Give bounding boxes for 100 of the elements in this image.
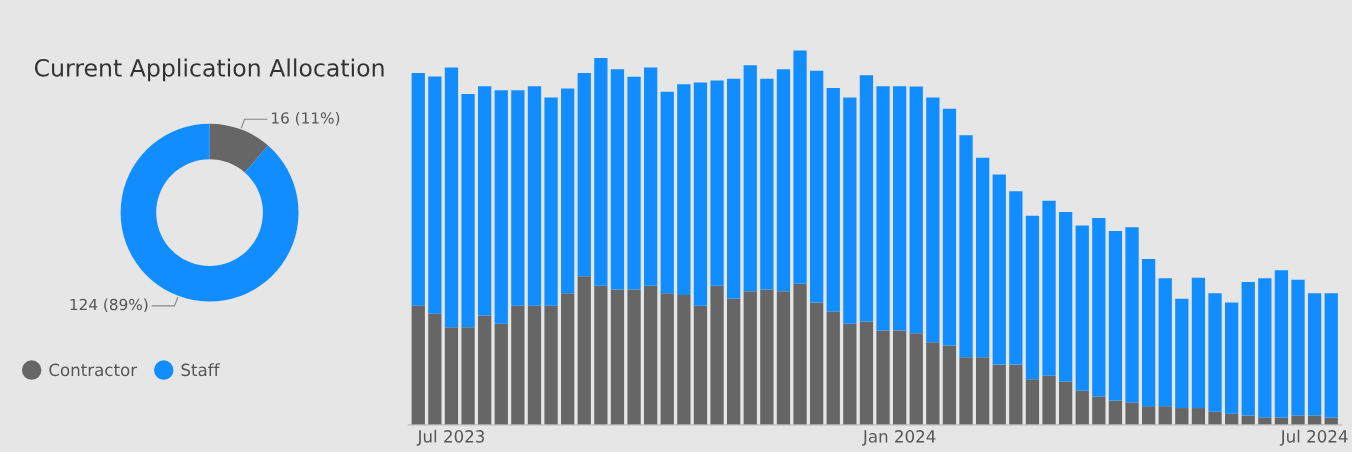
bar xyxy=(1324,417,1338,425)
bar xyxy=(644,67,658,286)
bar xyxy=(610,69,625,290)
bar xyxy=(1158,278,1172,407)
bar xyxy=(710,80,724,286)
bar xyxy=(1208,293,1222,412)
bar xyxy=(909,86,923,334)
bar xyxy=(1191,408,1206,425)
bar xyxy=(627,76,641,290)
bar xyxy=(727,78,741,299)
bar xyxy=(1324,293,1338,418)
bar xyxy=(693,82,708,306)
bar xyxy=(1175,408,1189,425)
bar xyxy=(428,76,442,314)
bar xyxy=(976,157,990,358)
bar xyxy=(843,97,857,324)
bar xyxy=(461,94,475,328)
bar xyxy=(527,86,542,306)
data-label: 16 (11%) xyxy=(272,111,340,126)
bar xyxy=(677,84,691,296)
bar xyxy=(710,285,724,425)
bar xyxy=(1075,390,1089,425)
bar xyxy=(760,78,774,290)
bar xyxy=(1059,211,1073,382)
bar xyxy=(859,75,874,322)
bar xyxy=(810,302,824,425)
bar xyxy=(810,70,824,303)
bar xyxy=(976,357,990,425)
bar xyxy=(1042,375,1056,425)
data-label: 124 (89%) xyxy=(70,298,148,313)
bar xyxy=(743,65,757,292)
bar xyxy=(893,86,907,331)
bar xyxy=(876,330,890,425)
bar xyxy=(1009,364,1023,425)
bar xyxy=(959,357,973,425)
bar xyxy=(561,293,575,425)
bar xyxy=(1025,215,1040,380)
x-tick-label: Jul 2024 xyxy=(1279,429,1348,446)
bar xyxy=(909,333,923,425)
bar xyxy=(843,323,857,425)
bar xyxy=(992,364,1006,425)
chart-title: Current Application Allocation xyxy=(34,58,384,82)
bar xyxy=(776,69,791,292)
bar xyxy=(876,86,890,331)
bar xyxy=(1191,277,1206,409)
bar xyxy=(444,67,459,328)
bar xyxy=(644,285,658,425)
bar xyxy=(1208,411,1222,425)
x-tick-label: Jul 2023 xyxy=(416,429,485,446)
x-tick-label: Jan 2024 xyxy=(862,430,936,446)
bar xyxy=(1258,278,1272,418)
bar xyxy=(1158,406,1172,425)
bar xyxy=(544,97,558,306)
bar xyxy=(1291,415,1305,425)
bar xyxy=(793,50,807,284)
bar xyxy=(594,285,608,425)
bar xyxy=(627,289,641,425)
bar xyxy=(494,90,508,324)
bar xyxy=(893,330,907,425)
bar xyxy=(527,305,542,425)
bar xyxy=(577,276,591,425)
donut-slice xyxy=(209,123,269,173)
bar xyxy=(610,289,625,425)
bar xyxy=(561,88,575,294)
bar xyxy=(926,342,940,425)
bar xyxy=(1274,417,1289,425)
bar xyxy=(1175,298,1189,409)
bar xyxy=(1108,400,1123,425)
bar xyxy=(544,305,558,425)
bar xyxy=(660,91,674,294)
bar xyxy=(1025,379,1040,425)
bar xyxy=(494,323,508,425)
bar xyxy=(594,58,608,286)
bar xyxy=(1141,259,1156,407)
bar xyxy=(511,90,525,306)
bar xyxy=(1141,406,1156,425)
bar xyxy=(1059,381,1073,425)
bar xyxy=(826,311,840,425)
bar xyxy=(826,88,840,312)
bar xyxy=(1009,191,1023,365)
bar xyxy=(776,291,791,425)
bar xyxy=(1125,227,1139,403)
bar xyxy=(478,315,492,425)
bar xyxy=(992,174,1006,365)
legend-label: Contractor xyxy=(49,363,138,377)
bar xyxy=(1092,217,1106,397)
bar xyxy=(926,97,940,343)
bar xyxy=(444,327,459,425)
bar xyxy=(793,283,807,425)
bar xyxy=(1274,270,1289,418)
bar xyxy=(478,86,492,316)
bar xyxy=(1092,396,1106,425)
bar xyxy=(461,327,475,425)
bar xyxy=(1291,279,1305,416)
legend-label: Staff xyxy=(181,363,220,377)
bar xyxy=(1258,417,1272,425)
bar xyxy=(942,345,957,425)
bar xyxy=(1241,281,1255,416)
bar xyxy=(1125,402,1139,425)
bar xyxy=(727,298,741,425)
